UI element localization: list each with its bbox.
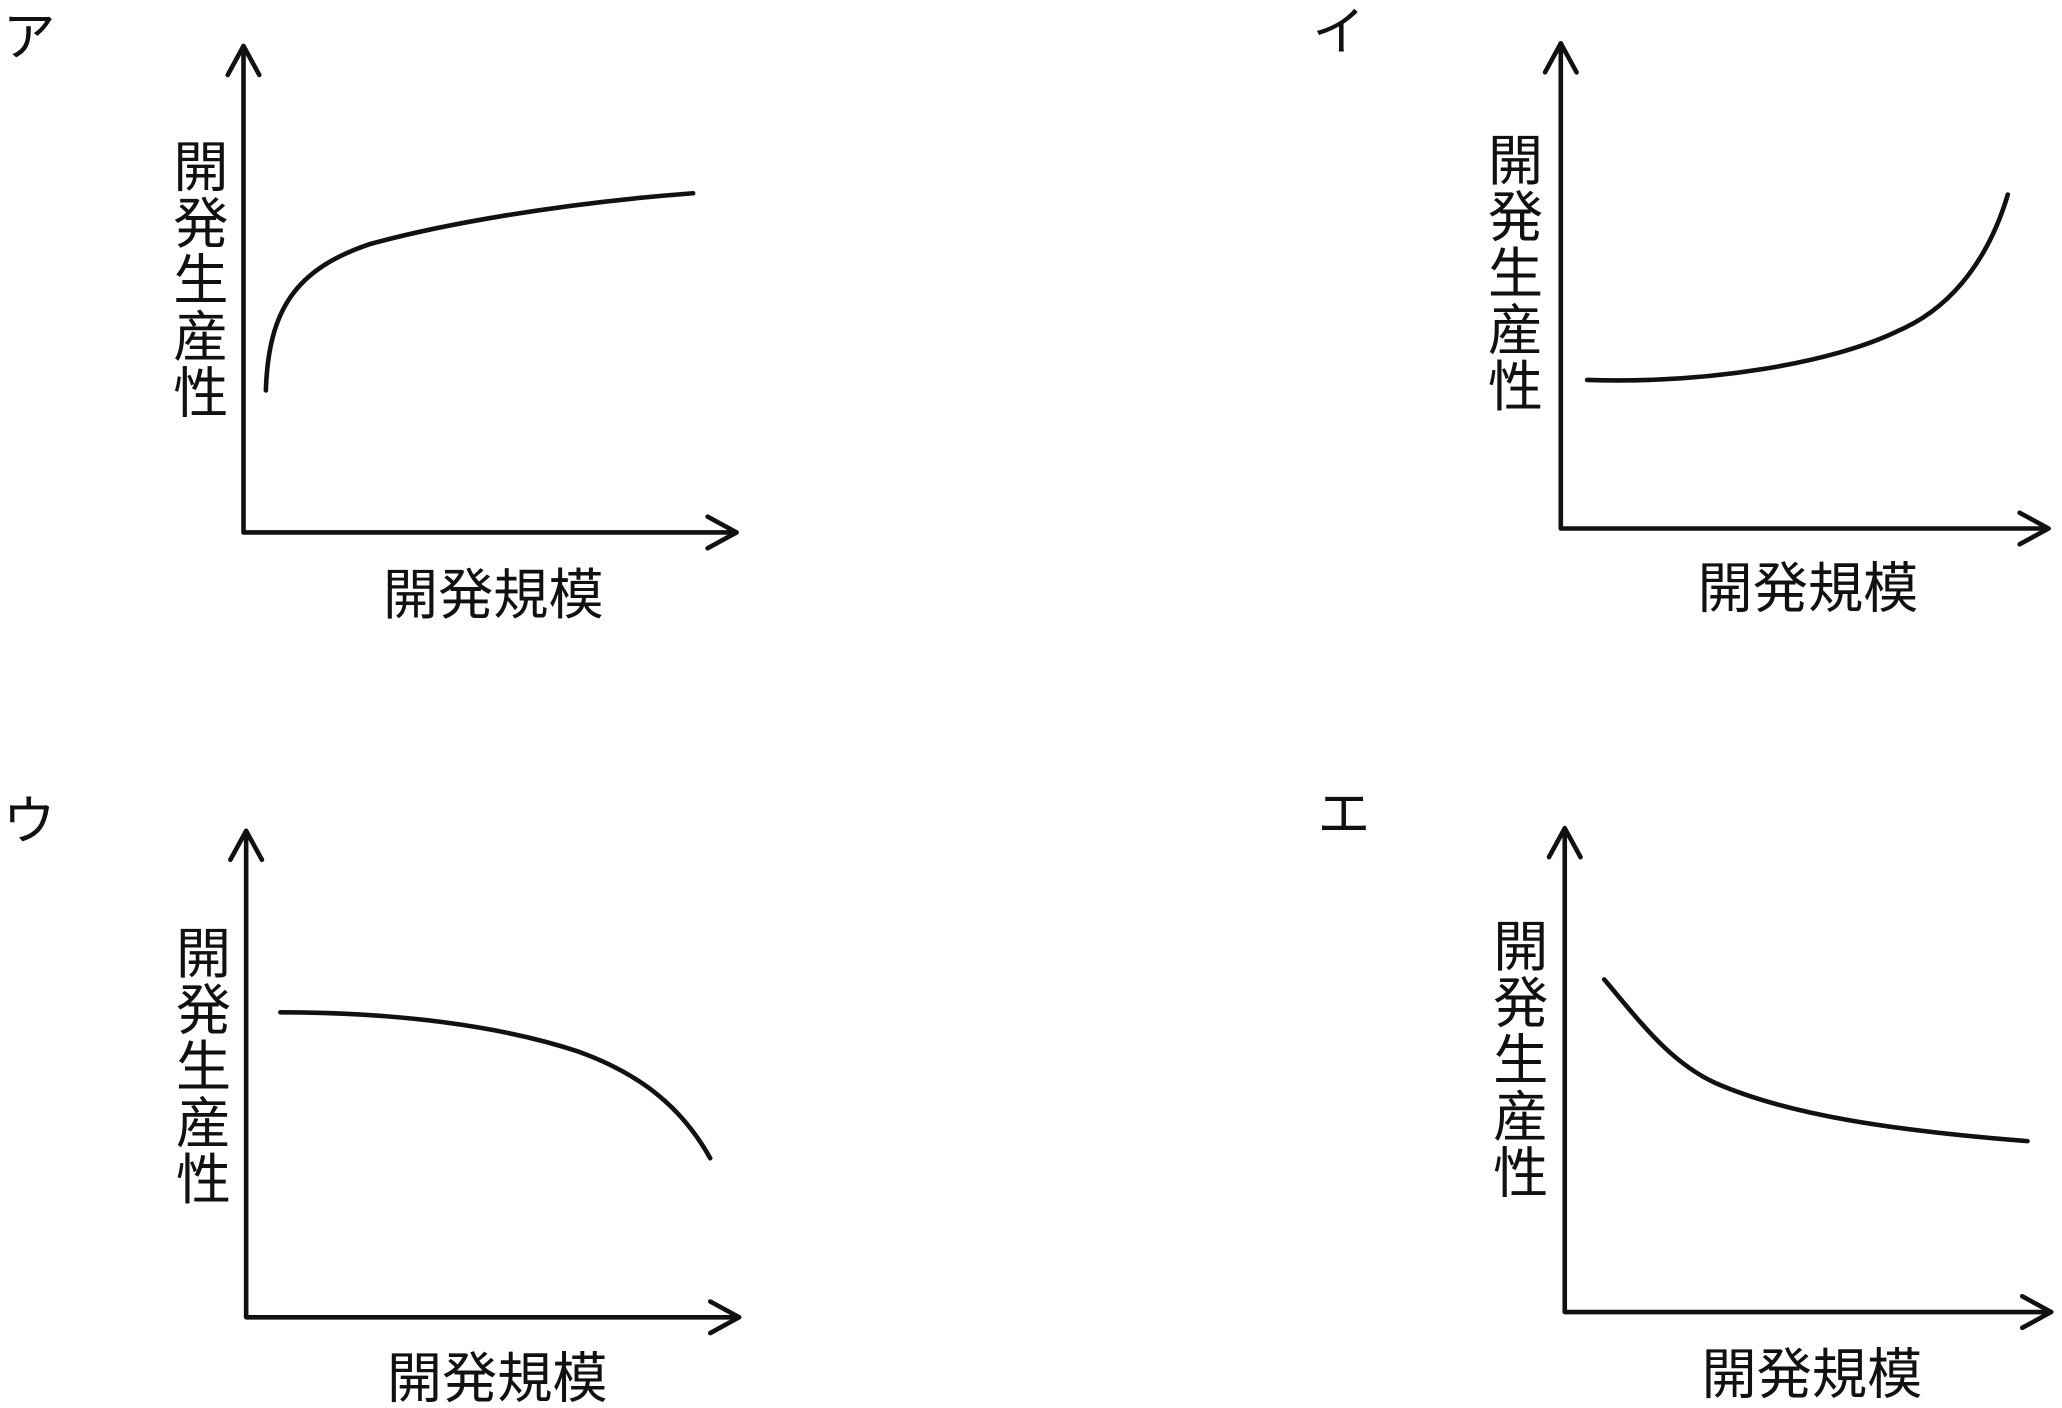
curve	[278, 1009, 713, 1161]
x-arrowhead	[2019, 1293, 2054, 1331]
y-arrowhead	[228, 828, 265, 863]
curve	[263, 190, 696, 393]
curve	[1601, 977, 2030, 1144]
x-arrowhead	[707, 1299, 742, 1336]
y-axis-label: 開発生産性	[1478, 131, 1543, 414]
x-axis-label: 開発規模	[1698, 557, 1919, 621]
axes	[241, 43, 739, 535]
y-axis-label: 開発生産性	[1483, 918, 1548, 1201]
y-axis-label: 開発生産性	[163, 138, 228, 421]
x-axis-label: 開発規模	[387, 1347, 608, 1408]
x-axis-label: 開発規模	[383, 564, 604, 628]
y-arrowhead	[1546, 825, 1583, 860]
x-arrowhead	[705, 514, 739, 551]
y-arrowhead	[1542, 41, 1579, 75]
axes	[1562, 825, 2054, 1315]
axes	[1558, 41, 2051, 531]
y-axis-label: 開発生産性	[166, 924, 231, 1207]
panel-label: ウ	[3, 791, 56, 852]
y-arrowhead	[225, 43, 262, 78]
x-axis-label: 開発規模	[1701, 1344, 1922, 1408]
panel-label: ア	[3, 7, 56, 68]
x-arrowhead	[2017, 510, 2051, 547]
panel-label: イ	[1312, 2, 1365, 63]
panel-label: エ	[1318, 784, 1371, 845]
curve	[1584, 192, 2011, 383]
axes	[243, 828, 742, 1320]
